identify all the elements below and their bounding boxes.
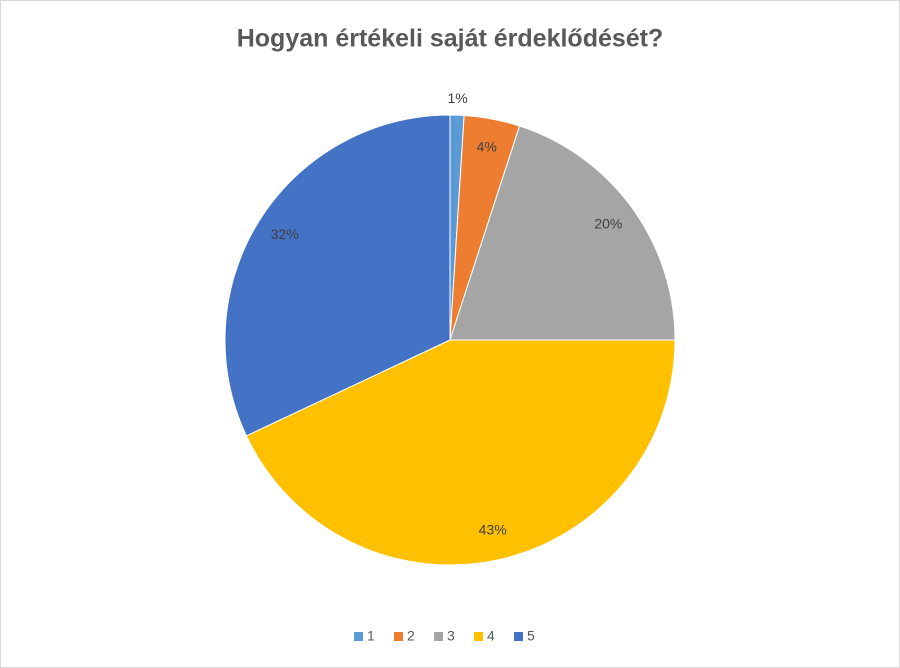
data-label: 43% <box>479 522 507 538</box>
legend-swatch <box>434 632 443 641</box>
data-label: 4% <box>477 138 497 154</box>
pie-slice <box>449 125 676 341</box>
legend-label: 1 <box>367 628 375 644</box>
pie-slice <box>245 339 676 566</box>
data-label: 1% <box>447 90 467 106</box>
legend-label: 4 <box>487 628 495 644</box>
legend-label: 3 <box>447 628 455 644</box>
data-label: 32% <box>271 226 299 242</box>
legend-label: 2 <box>407 628 415 644</box>
pie-slice <box>224 114 451 437</box>
data-label: 20% <box>594 216 622 232</box>
legend-swatch <box>514 632 523 641</box>
chart-title: Hogyan értékeli saját érdeklődését? <box>237 25 664 53</box>
legend-swatch <box>394 632 403 641</box>
legend-swatch <box>354 632 363 641</box>
legend-label: 5 <box>527 628 535 644</box>
legend-swatch <box>474 632 483 641</box>
